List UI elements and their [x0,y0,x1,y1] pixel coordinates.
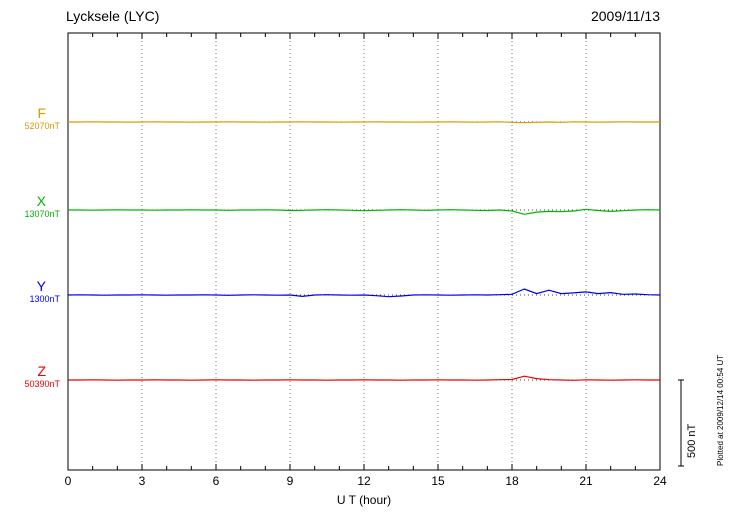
trace-f [68,121,660,124]
series-baseline-z: 50390nT [24,379,60,389]
x-tick-label-21: 21 [579,474,593,488]
trace-y [67,288,661,298]
series-name-z: Z [37,363,46,379]
series-label-y: Y 1300nT [0,279,62,305]
series-label-f: F 52070nT [0,106,62,132]
plot-date: 2009/11/13 [590,8,660,24]
series-label-z: Z 50390nT [0,364,62,390]
station-title: Lycksele (LYC) [66,8,160,24]
series-name-x: X [36,193,46,209]
x-tick-label-0: 0 [64,474,72,488]
plot-frame [67,32,661,471]
series-baseline-y: 1300nT [29,294,60,304]
x-tick-label-3: 3 [138,474,146,488]
plotted-at-note: Plotted at 2009/12/14 00:54 UT [716,354,725,466]
x-axis-title: U T (hour) [336,493,392,507]
series-name-y: Y [36,278,46,294]
x-tick-label-9: 9 [286,474,294,488]
x-tick-label-15: 15 [431,474,445,488]
series-baseline-f: 52070nT [24,121,60,131]
trace-z [68,375,660,381]
series-baseline-x: 13070nT [24,209,60,219]
x-tick-label-18: 18 [505,474,519,488]
trace-x [68,208,661,215]
scale-bar-label: 500 nT [686,423,698,458]
x-tick-label-6: 6 [212,474,220,488]
x-tick-label-12: 12 [357,474,371,488]
series-label-x: X 13070nT [0,194,62,220]
series-name-f: F [37,105,46,121]
x-tick-label-24: 24 [653,474,667,488]
